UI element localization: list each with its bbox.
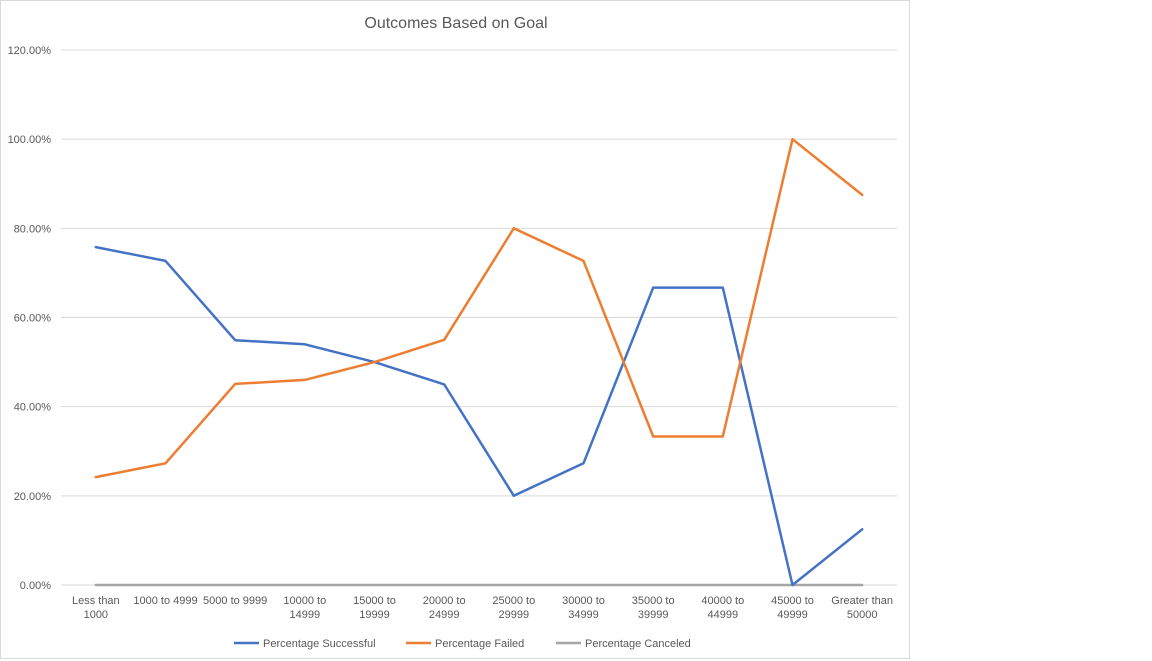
x-tick-label-line: 1000 <box>84 609 108 621</box>
data-point <box>164 259 168 263</box>
legend-label: Percentage Canceled <box>585 638 691 650</box>
x-tick-label-line: Less than <box>72 595 120 607</box>
legend-item[interactable]: Percentage Successful <box>234 638 376 650</box>
line-chart: Outcomes Based on Goal 0.00% 20.00% 40.00%… <box>8 15 897 650</box>
data-point <box>442 583 446 587</box>
x-tick-label-line: 25000 to <box>492 595 535 607</box>
x-tick-label: 35000 to 39999 <box>632 595 675 621</box>
data-point <box>303 342 307 346</box>
chart-title: Outcomes Based on Goal <box>364 15 547 32</box>
series-lines <box>94 137 864 587</box>
x-tick-label-line: 29999 <box>499 609 530 621</box>
x-tick-label-line: 35000 to <box>632 595 675 607</box>
y-tick-label: 40.00% <box>14 402 52 414</box>
y-axis-ticks: 0.00% 20.00% 40.00% 60.00% 80.00% 100.00% 120.… <box>8 45 52 592</box>
x-tick-label-line: Greater than <box>831 595 893 607</box>
data-point <box>442 382 446 386</box>
x-tick-label: 45000 to 49999 <box>771 595 814 621</box>
data-point <box>860 193 864 197</box>
data-point <box>721 583 725 587</box>
x-tick-label: Greater than 50000 <box>831 595 893 621</box>
series-line-1 <box>94 137 864 479</box>
x-tick-label: 20000 to 24999 <box>423 595 466 621</box>
data-point <box>651 286 655 290</box>
x-tick-label: Less than 1000 <box>72 595 120 621</box>
data-point <box>233 583 237 587</box>
data-point <box>442 338 446 342</box>
x-tick-label-line: 1000 to 4999 <box>133 595 197 607</box>
data-point <box>233 382 237 386</box>
data-point <box>303 583 307 587</box>
series-line-0 <box>94 245 864 587</box>
data-point <box>721 435 725 439</box>
data-point <box>512 226 516 230</box>
data-point <box>164 461 168 465</box>
legend-label: Percentage Successful <box>263 638 376 650</box>
y-tick-label: 60.00% <box>14 313 52 325</box>
x-tick-label-line: 5000 to 9999 <box>203 595 267 607</box>
chart-frame: Outcomes Based on Goal 0.00% 20.00% 40.00%… <box>0 0 910 659</box>
x-tick-label: 40000 to 44999 <box>701 595 744 621</box>
x-tick-label-line: 50000 <box>847 609 878 621</box>
y-tick-label: 120.00% <box>8 45 52 57</box>
x-tick-label: 1000 to 4999 <box>133 595 197 607</box>
legend-item[interactable]: Percentage Canceled <box>556 638 691 650</box>
data-point <box>94 583 98 587</box>
data-point <box>860 583 864 587</box>
data-point <box>94 245 98 249</box>
data-point <box>721 286 725 290</box>
data-point <box>651 583 655 587</box>
x-tick-label-line: 40000 to <box>701 595 744 607</box>
data-point <box>512 583 516 587</box>
x-tick-label-line: 20000 to <box>423 595 466 607</box>
x-tick-label: 25000 to 29999 <box>492 595 535 621</box>
x-tick-label-line: 39999 <box>638 609 669 621</box>
x-axis-ticks: Less than 1000 1000 to 4999 5000 to 9999 100… <box>72 595 893 621</box>
x-tick-label-line: 24999 <box>429 609 460 621</box>
x-tick-label-line: 19999 <box>359 609 390 621</box>
x-tick-label: 10000 to 14999 <box>283 595 326 621</box>
x-tick-label: 30000 to 34999 <box>562 595 605 621</box>
data-point <box>791 583 795 587</box>
data-point <box>94 475 98 479</box>
y-tick-label: 80.00% <box>14 223 52 235</box>
x-tick-label-line: 15000 to <box>353 595 396 607</box>
legend-label: Percentage Failed <box>435 638 524 650</box>
legend[interactable]: Percentage Successful Percentage Failed Pe… <box>234 638 691 650</box>
y-tick-label: 100.00% <box>8 134 52 146</box>
data-point <box>860 527 864 531</box>
x-tick-label-line: 45000 to <box>771 595 814 607</box>
x-tick-label-line: 49999 <box>777 609 808 621</box>
x-tick-label: 5000 to 9999 <box>203 595 267 607</box>
y-tick-label: 0.00% <box>20 580 51 592</box>
gridlines <box>61 49 897 586</box>
data-point <box>582 583 586 587</box>
data-point <box>303 378 307 382</box>
x-tick-label-line: 14999 <box>290 609 321 621</box>
y-tick-label: 20.00% <box>14 491 52 503</box>
data-point <box>582 461 586 465</box>
x-tick-label-line: 34999 <box>568 609 599 621</box>
data-point <box>373 583 377 587</box>
data-point <box>651 435 655 439</box>
x-tick-label-line: 10000 to <box>283 595 326 607</box>
data-point <box>233 338 237 342</box>
x-tick-label: 15000 to 19999 <box>353 595 396 621</box>
legend-item[interactable]: Percentage Failed <box>406 638 524 650</box>
x-tick-label-line: 44999 <box>708 609 739 621</box>
data-point <box>582 259 586 263</box>
data-point <box>791 137 795 141</box>
data-point <box>373 360 377 364</box>
data-point <box>164 583 168 587</box>
x-tick-label-line: 30000 to <box>562 595 605 607</box>
data-point <box>512 494 516 498</box>
